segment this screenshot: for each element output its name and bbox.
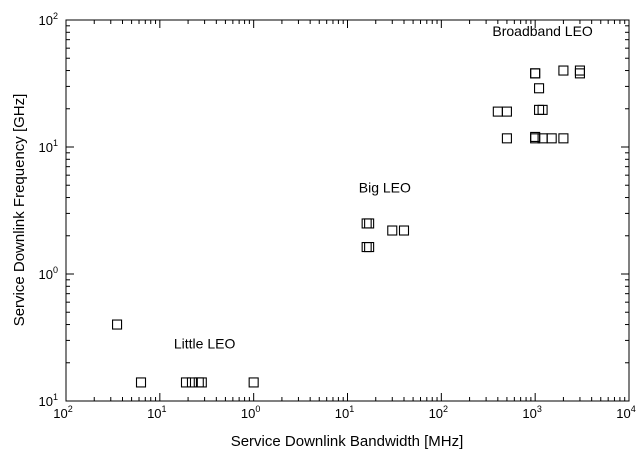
x-tick-label: 102 [53,404,72,421]
data-point [574,68,585,79]
data-point [193,377,204,388]
data-point [186,377,198,388]
data-point [364,218,375,229]
data-point [248,377,259,388]
y-axis-title: Service Downlink Frequency [GHz] [11,94,28,327]
data-point [537,104,548,115]
y-tick-label: 102 [39,11,58,28]
data-point [574,65,585,76]
data-point [530,68,541,79]
data-point [364,242,375,253]
x-tick-label: 101 [335,404,354,421]
cluster-annotation: Big LEO [359,179,411,195]
data-point [530,68,541,79]
data-point [501,133,512,144]
data-point [546,133,557,144]
data-point [361,218,372,229]
data-point [196,377,207,388]
x-axis-title: Service Downlink Bandwidth [MHz] [231,433,464,450]
data-point [530,133,541,144]
data-point [135,377,147,388]
x-tick-label: 103 [522,404,541,421]
y-tick-label: 100 [39,265,58,282]
data-point [558,65,569,76]
x-tick-label: 104 [616,404,635,421]
ticks [65,19,630,402]
data-point [180,377,192,388]
data-point [534,104,545,115]
data-point [558,133,569,144]
y-tick-label: 101 [39,392,58,409]
data-point [112,319,123,330]
x-tick-label: 102 [429,404,448,421]
data-point [534,83,545,94]
plot-frame [65,19,630,402]
cluster-annotation: Little LEO [174,335,236,351]
data-point [492,106,503,117]
data-point [501,106,512,117]
x-tick-label: 101 [147,404,166,421]
y-tick-label: 101 [39,138,58,155]
data-point [361,242,372,253]
data-point [387,225,398,236]
x-tick-label: 100 [241,404,260,421]
annotations: Little LEO Big LEO Broadband LEO [174,23,593,351]
data-point [398,225,410,236]
cluster-annotation: Broadband LEO [492,23,593,39]
data-points [112,65,585,388]
